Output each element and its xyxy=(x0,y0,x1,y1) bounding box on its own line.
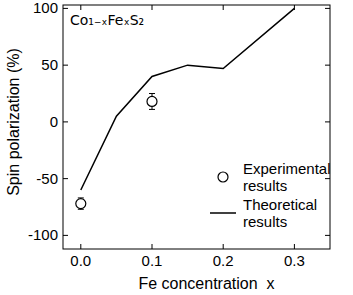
x-tick xyxy=(223,5,224,10)
y-tick xyxy=(325,8,330,9)
error-cap xyxy=(149,109,155,110)
x-tick xyxy=(223,244,224,249)
y-tick xyxy=(63,8,68,9)
error-cap xyxy=(149,93,155,94)
y-tick xyxy=(63,65,68,66)
x-tick-label: 0.3 xyxy=(284,252,305,269)
legend-marker xyxy=(218,172,228,182)
y-tick xyxy=(325,235,330,236)
y-tick xyxy=(325,65,330,66)
y-tick xyxy=(63,235,68,236)
legend-label: Experimental results xyxy=(243,160,335,194)
legend-word: Experimental xyxy=(243,160,335,177)
legend-word: results xyxy=(243,177,287,194)
x-tick-label: 0.2 xyxy=(213,252,234,269)
chart: 0.0 0.1 0.2 0.3 -100 -50 0 50 100 Fe concentratio… xyxy=(0,0,353,295)
x-tick xyxy=(80,5,81,10)
x-tick xyxy=(152,5,153,10)
legend-label: Theoretical results xyxy=(243,196,321,230)
legend-line xyxy=(210,212,236,214)
data-point xyxy=(76,199,86,209)
y-tick xyxy=(325,178,330,179)
y-tick-label: 0 xyxy=(50,113,58,130)
y-tick-label: -100 xyxy=(28,226,58,243)
plot-frame xyxy=(63,5,330,249)
y-tick-label: -50 xyxy=(36,170,58,187)
y-tick-label: 50 xyxy=(41,56,58,73)
x-tick xyxy=(152,244,153,249)
y-tick xyxy=(325,121,330,122)
x-axis-title: Fe concentration x xyxy=(138,275,274,292)
plot-marks xyxy=(76,8,295,209)
legend-word: Theoretical xyxy=(243,196,321,213)
x-tick-label: 0.1 xyxy=(142,252,163,269)
x-tick xyxy=(294,244,295,249)
data-point xyxy=(147,96,157,106)
y-axis-title: Spin polarization (%) xyxy=(5,48,22,196)
y-tick xyxy=(63,178,68,179)
x-tick xyxy=(80,244,81,249)
y-tick-label: 100 xyxy=(33,0,58,16)
legend-word: results xyxy=(243,213,287,230)
y-tick xyxy=(63,121,68,122)
x-tick-label: 0.0 xyxy=(70,252,91,269)
title: Co₁₋ₓFeₓS₂ xyxy=(70,12,144,28)
